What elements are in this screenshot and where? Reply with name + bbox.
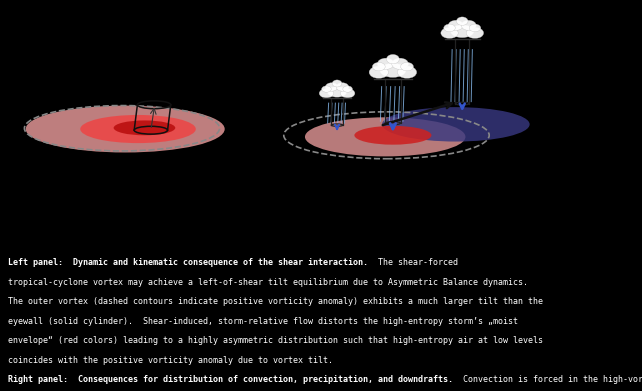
Text: Left panel:  Dynamic and kinematic consequence of the shear interaction.: Left panel: Dynamic and kinematic conseq… xyxy=(8,258,368,267)
Text: Right panel:  Consequences for distribution of convection, precipitation, and do: Right panel: Consequences for distributi… xyxy=(8,375,453,384)
Ellipse shape xyxy=(322,86,331,92)
Ellipse shape xyxy=(305,117,465,156)
Ellipse shape xyxy=(114,120,175,135)
Ellipse shape xyxy=(392,58,408,70)
Ellipse shape xyxy=(372,63,385,71)
Ellipse shape xyxy=(469,24,481,32)
Ellipse shape xyxy=(444,24,455,32)
Ellipse shape xyxy=(319,89,334,98)
Text: The outer vortex (dashed contours indicate positive vorticity anomaly) exhibits : The outer vortex (dashed contours indica… xyxy=(8,297,542,306)
Text: coincides with the positive vorticity anomaly due to vortex tilt.: coincides with the positive vorticity an… xyxy=(8,356,333,365)
Ellipse shape xyxy=(448,20,464,30)
Text: tropical-cyclone vortex may achieve a left-of-shear tilt equilibrium due to Asym: tropical-cyclone vortex may achieve a le… xyxy=(8,278,528,287)
Ellipse shape xyxy=(451,25,474,38)
Ellipse shape xyxy=(397,66,417,78)
Ellipse shape xyxy=(441,27,458,38)
Ellipse shape xyxy=(336,83,349,91)
Ellipse shape xyxy=(386,54,399,64)
Ellipse shape xyxy=(382,107,530,142)
Ellipse shape xyxy=(461,20,476,30)
Ellipse shape xyxy=(333,80,342,87)
Ellipse shape xyxy=(456,17,468,25)
Ellipse shape xyxy=(466,27,483,38)
Text: Convection is forced in the high-vorticity, high-entropy region to the right of : Convection is forced in the high-vortici… xyxy=(453,375,642,384)
Ellipse shape xyxy=(401,63,413,71)
Ellipse shape xyxy=(369,66,388,78)
Text: envelope“ (red colors) leading to a highly asymmetric distribution such that hig: envelope“ (red colors) leading to a high… xyxy=(8,336,542,345)
Ellipse shape xyxy=(325,83,338,91)
Ellipse shape xyxy=(377,58,394,70)
Ellipse shape xyxy=(80,115,196,143)
Ellipse shape xyxy=(340,89,355,98)
Text: The shear-forced: The shear-forced xyxy=(368,258,458,267)
Text: eyewall (solid cylinder).  Shear-induced, storm-relative flow distorts the high-: eyewall (solid cylinder). Shear-induced,… xyxy=(8,317,517,326)
Ellipse shape xyxy=(343,86,352,92)
Ellipse shape xyxy=(380,63,406,77)
Ellipse shape xyxy=(327,86,347,97)
Ellipse shape xyxy=(354,126,431,145)
Ellipse shape xyxy=(26,106,225,152)
